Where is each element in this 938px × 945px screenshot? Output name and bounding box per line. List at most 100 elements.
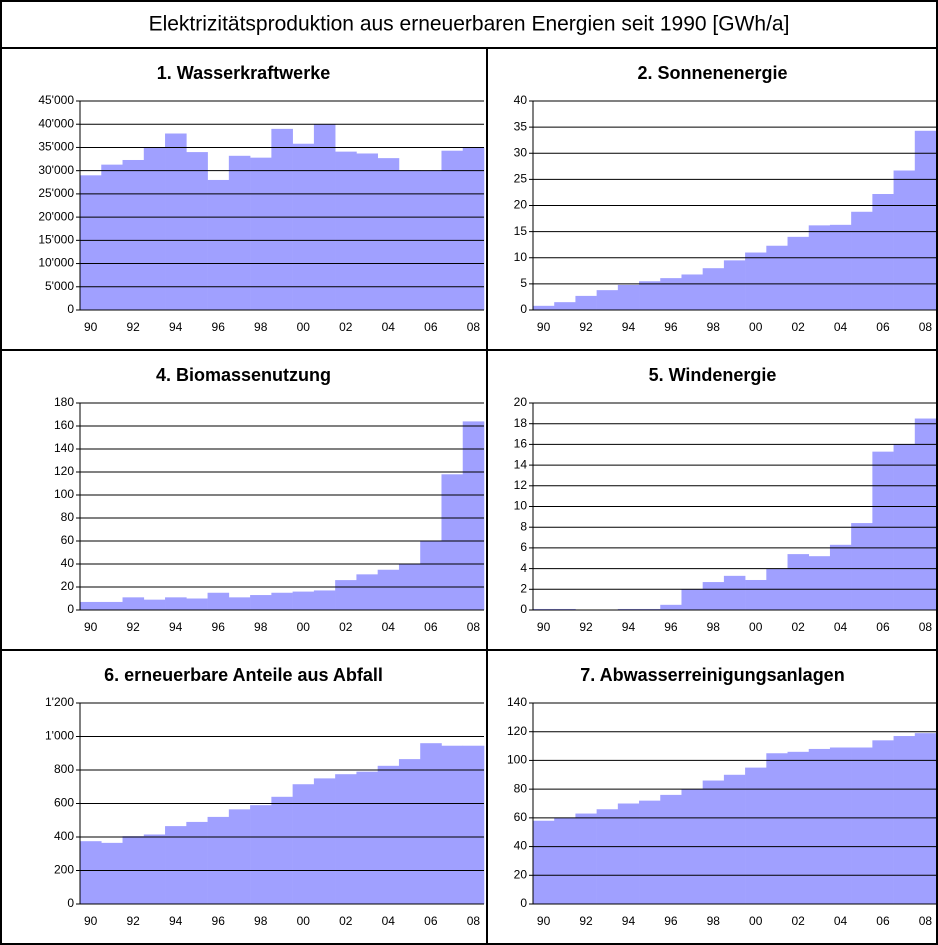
y-tick-label: 20 [514,395,528,409]
x-tick-label: 94 [169,320,183,334]
x-tick-label: 04 [382,914,396,928]
x-tick-label: 04 [834,620,848,634]
panel-title: 1. Wasserkraftwerke [157,63,330,83]
x-tick-label: 90 [84,620,98,634]
bar [186,821,208,904]
bar [829,544,852,610]
y-tick-label: 0 [67,896,74,910]
x-tick-label: 98 [254,320,268,334]
x-tick-label: 94 [169,620,183,634]
bar [702,780,725,904]
x-tick-label: 90 [84,914,98,928]
x-tick-label: 96 [664,620,678,634]
x-tick-label: 04 [834,320,848,334]
y-tick-label: 2 [520,581,527,595]
x-tick-label: 08 [919,320,933,334]
y-tick-label: 40 [514,93,528,107]
x-tick-label: 98 [254,620,268,634]
bar [723,575,746,610]
bar [617,608,640,610]
x-tick-label: 92 [126,620,140,634]
panel-title: 7. Abwasserreinigungsanlagen [580,665,844,685]
y-tick-label: 20'000 [38,209,74,223]
bar [271,796,293,904]
y-tick-label: 120 [507,724,527,738]
x-tick-label: 90 [537,320,551,334]
bar [250,157,272,310]
bar [271,128,293,310]
y-tick-label: 200 [54,863,74,877]
x-tick-label: 06 [876,320,890,334]
y-tick-label: 100 [54,487,74,501]
y-tick-label: 0 [67,302,74,316]
bar [228,809,251,904]
x-tick-label: 92 [579,320,593,334]
y-tick-label: 15 [514,224,528,238]
bar [766,245,788,310]
x-tick-label: 08 [467,320,481,334]
x-tick-label: 06 [876,620,890,634]
x-tick-label: 08 [467,914,481,928]
bar [377,158,400,310]
bar [441,474,464,610]
bar [829,224,852,310]
x-tick-label: 02 [339,620,353,634]
y-tick-label: 12 [514,478,528,492]
bar [143,147,166,310]
x-tick-label: 06 [876,914,890,928]
x-tick-label: 92 [126,320,140,334]
y-tick-label: 5 [520,276,527,290]
x-tick-label: 98 [254,914,268,928]
bar [335,580,357,610]
bar [533,305,555,310]
y-tick-label: 8 [520,519,527,533]
bar [441,150,464,310]
bar [702,582,725,610]
bar [462,147,485,310]
y-tick-label: 30'000 [38,163,74,177]
bar [702,268,725,310]
bar [292,143,315,310]
bar [723,774,746,904]
bar [313,590,336,610]
bar [207,179,230,310]
bar [143,834,166,904]
x-tick-label: 06 [424,620,438,634]
x-tick-label: 00 [297,320,311,334]
bar [787,554,810,610]
y-tick-label: 10 [514,250,528,264]
bar [462,745,485,904]
bar [143,599,166,610]
bar [207,592,230,610]
bar [554,817,576,904]
bar [596,290,619,310]
bar [165,597,187,610]
x-tick-label: 96 [212,320,226,334]
x-tick-label: 96 [664,320,678,334]
y-tick-label: 4 [520,561,527,575]
y-tick-label: 25'000 [38,186,74,200]
bar [914,733,937,904]
x-tick-label: 98 [707,914,721,928]
x-tick-label: 00 [297,914,311,928]
bar [639,281,661,310]
y-tick-label: 25 [514,172,528,186]
x-tick-label: 04 [382,620,396,634]
bar [420,541,442,610]
y-tick-label: 80 [61,510,75,524]
y-tick-label: 60 [61,533,75,547]
x-tick-label: 08 [919,914,933,928]
y-tick-label: 16 [514,437,528,451]
bar [914,130,937,310]
x-tick-label: 94 [622,914,636,928]
bar [80,601,102,610]
y-tick-label: 140 [54,441,74,455]
y-tick-label: 6 [520,540,527,554]
panel-title: 4. Biomassenutzung [156,365,331,385]
x-tick-label: 94 [622,620,636,634]
bar [808,748,831,904]
x-tick-label: 90 [84,320,98,334]
bar [554,302,576,310]
y-tick-label: 0 [520,302,527,316]
x-tick-label: 02 [339,914,353,928]
